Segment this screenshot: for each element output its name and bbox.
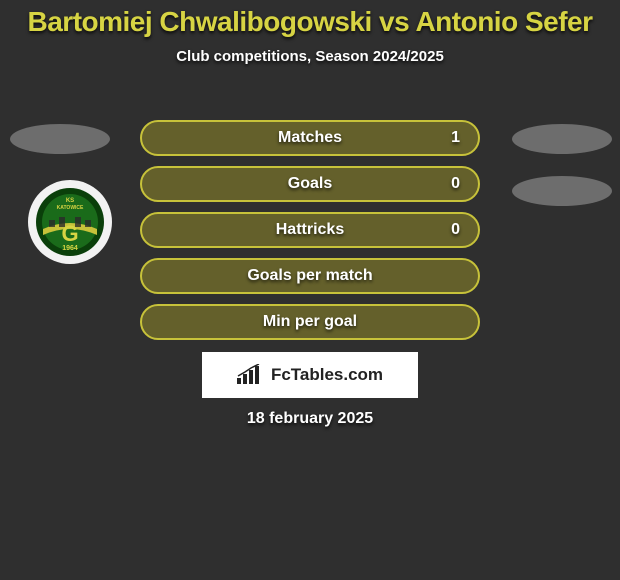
svg-text:G: G [61,221,78,246]
stat-row-hattricks: Hattricks 0 [140,212,480,248]
club-right-placeholder-oval [512,176,612,206]
stat-label: Goals per match [247,267,372,285]
stats-panel: Matches 1 Goals 0 Hattricks 0 Goals per … [140,120,480,350]
brand-card: FcTables.com [202,352,418,398]
player-left-placeholder-oval [10,124,110,154]
svg-text:1964: 1964 [62,245,78,252]
brand-text: FcTables.com [271,365,383,385]
stat-value: 1 [451,129,460,147]
svg-text:KATOWICE: KATOWICE [57,205,84,211]
date-text: 18 february 2025 [0,410,620,428]
stat-value: 0 [451,221,460,239]
svg-text:KS: KS [66,198,74,204]
bar-chart-icon [237,364,263,386]
subtitle-text: Club competitions, Season 2024/2025 [0,48,620,65]
club-badge-left: KS KATOWICE G 1964 [28,180,112,264]
stat-label: Goals [288,175,332,193]
stat-row-goals: Goals 0 [140,166,480,202]
stat-row-goals-per-match: Goals per match [140,258,480,294]
stat-row-min-per-goal: Min per goal [140,304,480,340]
page-title: Bartomiej Chwalibogowski vs Antonio Sefe… [0,0,620,38]
stat-label: Min per goal [263,313,357,331]
stat-label: Matches [278,129,342,147]
stat-row-matches: Matches 1 [140,120,480,156]
stat-label: Hattricks [276,221,344,239]
player-right-placeholder-oval [512,124,612,154]
club-crest-icon: KS KATOWICE G 1964 [35,187,105,257]
stat-value: 0 [451,175,460,193]
